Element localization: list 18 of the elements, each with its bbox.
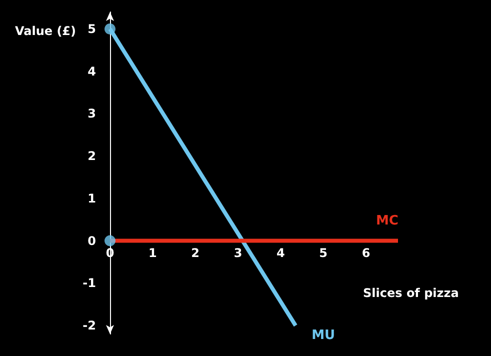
x-tick-label: 4 (276, 246, 285, 260)
x-axis-title: Slices of pizza (363, 286, 459, 300)
x-tick-label: 3 (234, 246, 242, 260)
series-label: MC (376, 213, 398, 228)
y-tick-label: -2 (82, 318, 96, 333)
y-tick-label: 1 (88, 191, 96, 206)
y-tick-label: 5 (88, 22, 96, 36)
y-tick-label: 2 (88, 149, 96, 164)
series-label: MU (312, 328, 336, 344)
x-tick-label: 2 (191, 246, 200, 260)
y-tick-label: 0 (88, 234, 96, 248)
x-tick-label: 5 (319, 246, 328, 260)
x-tick-label: 1 (148, 246, 157, 260)
y-tick-label: 3 (88, 106, 96, 121)
y-axis-title: Value (£) (15, 24, 76, 38)
y-tick-label: 4 (88, 64, 96, 78)
x-tick-label: 6 (362, 246, 370, 260)
y-tick-label: -1 (82, 276, 96, 290)
